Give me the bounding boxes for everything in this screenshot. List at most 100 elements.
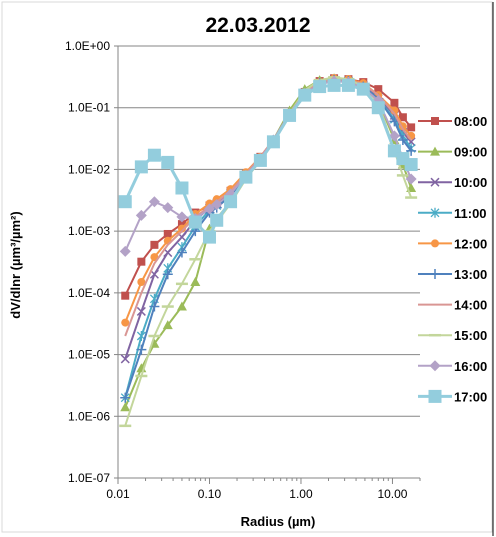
point-diamond — [135, 209, 147, 221]
y-tick-label: 1.0E-02 — [68, 162, 110, 176]
legend-label: 10:00 — [454, 175, 487, 190]
point-square — [327, 78, 341, 92]
point-circle — [177, 224, 186, 233]
point-diamond — [388, 130, 400, 142]
point-square — [298, 88, 312, 102]
point-square — [163, 229, 172, 238]
point-plus — [430, 269, 440, 279]
x-tick-label: 0.01 — [106, 487, 130, 501]
point-square — [407, 123, 416, 132]
legend-entry: 10:00 — [418, 175, 487, 190]
point-square — [177, 220, 186, 229]
point-square — [161, 155, 175, 169]
series-1700 — [118, 78, 418, 244]
point-circle — [137, 277, 146, 286]
point-square — [147, 148, 161, 162]
y-tick-label: 1.0E-01 — [68, 101, 110, 115]
legend-label: 15:00 — [454, 328, 487, 343]
point-square — [253, 153, 267, 167]
y-tick-label: 1.0E-03 — [68, 224, 110, 238]
y-tick-label: 1.0E+00 — [65, 39, 110, 53]
legend-label: 08:00 — [454, 114, 487, 129]
point-triangle — [176, 301, 187, 311]
chart-title: 22.03.2012 — [205, 14, 310, 37]
legend-label: 14:00 — [454, 298, 487, 313]
point-square — [175, 181, 189, 195]
point-triangle — [120, 402, 131, 412]
legend-label: 12:00 — [454, 236, 487, 251]
point-square — [121, 291, 130, 300]
point-square — [239, 170, 253, 184]
legend-entry: 17:00 — [418, 389, 487, 404]
series-line — [123, 83, 412, 239]
legend-entry: 09:00 — [418, 145, 487, 160]
point-square — [134, 160, 148, 174]
point-triangle — [190, 276, 201, 286]
y-tick-label: 1.0E-04 — [68, 286, 110, 300]
legend-entry: 08:00 — [418, 114, 487, 129]
legend-entry: 15:00 — [418, 328, 487, 343]
point-square — [356, 82, 370, 96]
point-square — [118, 195, 132, 209]
legend-label: 09:00 — [454, 145, 487, 160]
point-diamond — [405, 173, 417, 185]
point-square — [188, 215, 202, 229]
point-x — [136, 306, 146, 316]
y-axis-label: dV/dlnr (µm³/µm²) — [8, 211, 23, 318]
point-diamond — [203, 203, 215, 215]
point-square — [210, 213, 224, 227]
legend-label: 11:00 — [454, 206, 487, 221]
point-square — [390, 98, 399, 107]
legend-layer: 08:00 09:00 10:00 11:00 12:00 13:00 14:00 15:00… — [418, 114, 487, 404]
point-plus — [176, 247, 187, 258]
x-tick-label: 1.00 — [289, 487, 313, 501]
point-plus — [136, 344, 147, 355]
point-square — [428, 389, 442, 403]
point-diamond — [162, 202, 174, 214]
point-circle — [121, 318, 130, 327]
point-plus — [406, 145, 417, 156]
y-tick-label: 1.0E-05 — [68, 348, 110, 362]
legend-label: 13:00 — [454, 267, 487, 282]
x-tick-label: 10.00 — [377, 487, 407, 501]
point-square — [374, 85, 383, 94]
point-square — [266, 135, 280, 149]
point-circle — [431, 239, 439, 248]
point-plus — [120, 392, 131, 403]
point-x — [430, 177, 440, 187]
y-tick-label: 1.0E-07 — [68, 471, 110, 485]
point-plus — [162, 269, 173, 280]
legend-entry: 14:00 — [418, 298, 487, 313]
point-square — [313, 80, 327, 94]
point-square — [431, 117, 439, 125]
point-triangle — [430, 146, 440, 156]
point-diamond — [176, 211, 188, 223]
x-axis-label: Radius (µm) — [241, 514, 316, 529]
legend-entry: 12:00 — [418, 236, 487, 251]
legend-label: 17:00 — [454, 389, 487, 404]
point-square — [398, 113, 407, 122]
point-square — [341, 78, 355, 92]
point-star — [430, 207, 440, 218]
legend-label: 16:00 — [454, 359, 487, 374]
x-tick-label: 0.10 — [198, 487, 222, 501]
point-triangle — [162, 320, 173, 330]
point-square — [224, 195, 238, 209]
point-diamond — [148, 196, 160, 208]
legend-entry: 11:00 — [418, 206, 487, 221]
point-diamond — [429, 360, 441, 372]
point-square — [202, 230, 216, 244]
legend-entry: 13:00 — [418, 267, 487, 282]
point-diamond — [119, 245, 131, 257]
point-square — [150, 240, 159, 249]
point-plus — [397, 134, 408, 145]
point-square — [283, 108, 297, 122]
point-square — [137, 257, 146, 266]
axes-layer: 1.0E+00 1.0E-01 1.0E-02 1.0E-03 1.0E-04 1.0E-… — [65, 39, 421, 501]
point-diamond — [211, 199, 223, 211]
point-plus — [149, 301, 160, 312]
point-square — [371, 101, 385, 115]
